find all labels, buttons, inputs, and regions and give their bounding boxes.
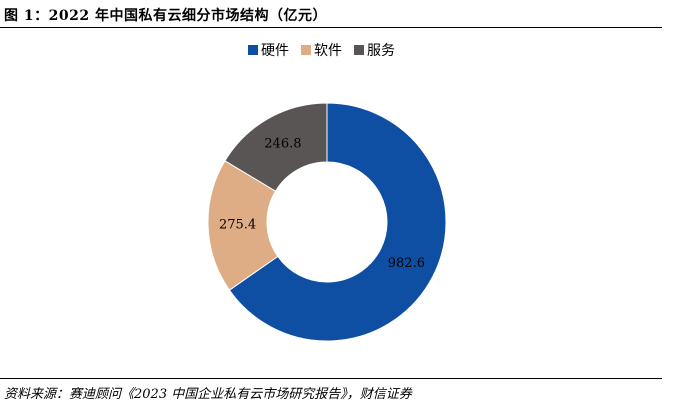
slice-software bbox=[207, 160, 279, 291]
data-label-hardware: 982.6 bbox=[388, 256, 425, 271]
data-label-software: 275.4 bbox=[219, 218, 256, 233]
legend-item-software: 软件 bbox=[301, 40, 342, 60]
chart-legend: 硬件 软件 服务 bbox=[248, 40, 407, 60]
figure-title: 图 1：2022 年中国私有云细分市场结构（亿元） bbox=[4, 8, 327, 24]
legend-item-services: 服务 bbox=[354, 40, 395, 60]
slice-hardware bbox=[228, 102, 447, 342]
legend-label-hardware: 硬件 bbox=[261, 43, 289, 59]
legend-label-software: 软件 bbox=[314, 43, 342, 59]
slice-services bbox=[224, 102, 328, 192]
legend-item-hardware: 硬件 bbox=[248, 40, 289, 60]
legend-swatch-services bbox=[354, 45, 364, 55]
legend-swatch-software bbox=[301, 45, 311, 55]
data-label-services: 246.8 bbox=[264, 137, 301, 152]
legend-swatch-hardware bbox=[248, 45, 258, 55]
legend-label-services: 服务 bbox=[367, 43, 395, 59]
source-note: 资料来源：赛迪顾问《2023 中国企业私有云市场研究报告》，财信证券 bbox=[4, 387, 412, 402]
top-rule bbox=[0, 27, 662, 28]
bottom-rule bbox=[0, 378, 662, 379]
